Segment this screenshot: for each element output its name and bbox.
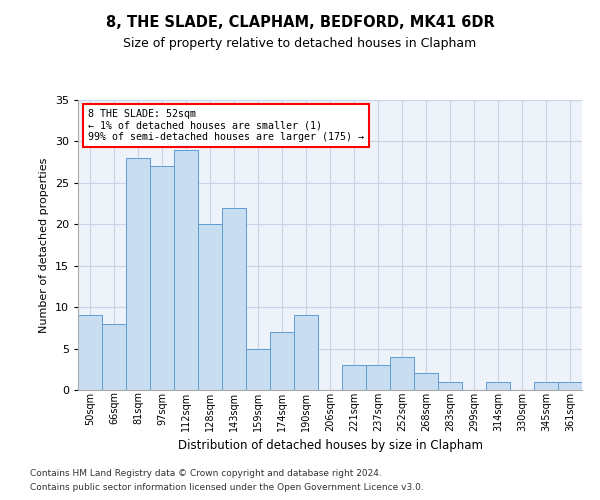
- Bar: [486, 382, 510, 390]
- X-axis label: Distribution of detached houses by size in Clapham: Distribution of detached houses by size …: [178, 439, 482, 452]
- Bar: [102, 324, 126, 390]
- Bar: [438, 382, 462, 390]
- Bar: [390, 357, 414, 390]
- Bar: [222, 208, 246, 390]
- Bar: [150, 166, 174, 390]
- Bar: [366, 365, 390, 390]
- Bar: [174, 150, 198, 390]
- Bar: [414, 374, 438, 390]
- Bar: [246, 348, 270, 390]
- Bar: [534, 382, 558, 390]
- Text: Contains HM Land Registry data © Crown copyright and database right 2024.: Contains HM Land Registry data © Crown c…: [30, 468, 382, 477]
- Bar: [558, 382, 582, 390]
- Text: Size of property relative to detached houses in Clapham: Size of property relative to detached ho…: [124, 38, 476, 51]
- Bar: [126, 158, 150, 390]
- Y-axis label: Number of detached properties: Number of detached properties: [39, 158, 49, 332]
- Text: 8, THE SLADE, CLAPHAM, BEDFORD, MK41 6DR: 8, THE SLADE, CLAPHAM, BEDFORD, MK41 6DR: [106, 15, 494, 30]
- Bar: [198, 224, 222, 390]
- Bar: [342, 365, 366, 390]
- Text: Contains public sector information licensed under the Open Government Licence v3: Contains public sector information licen…: [30, 484, 424, 492]
- Bar: [78, 316, 102, 390]
- Bar: [294, 316, 318, 390]
- Bar: [270, 332, 294, 390]
- Text: 8 THE SLADE: 52sqm
← 1% of detached houses are smaller (1)
99% of semi-detached : 8 THE SLADE: 52sqm ← 1% of detached hous…: [88, 108, 364, 142]
